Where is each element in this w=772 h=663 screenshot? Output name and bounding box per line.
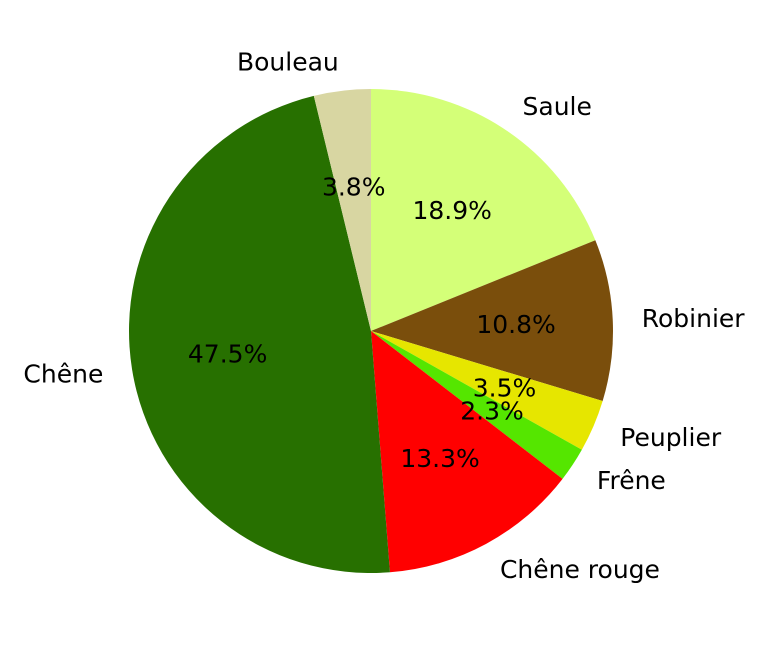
percent-labels: 18.9% 10.8% 3.5%2.3% 13.3% 47.5% 3.8% [188, 172, 556, 473]
pct-label-bouleau: 3.8% [322, 172, 386, 201]
pie-slice-bouleau [313, 89, 371, 331]
pie-slice-robinier [371, 240, 613, 401]
slice-label-chene-rouge: Chêne rouge [500, 555, 660, 584]
pie-slice-peuplier [371, 331, 603, 450]
pie-slice-chene-rouge [371, 331, 563, 573]
pct-label-peuplier: 3.5% [473, 373, 537, 402]
slice-labels: Saule Robinier Peuplier Frêne Chêne rouge Chê… [23, 47, 745, 584]
slice-label-bouleau: Bouleau [237, 47, 339, 76]
pie-slice-chene [129, 95, 390, 574]
pct-label-frene: 2.3% [460, 397, 524, 426]
slice-label-peuplier: Peuplier [620, 423, 722, 452]
pie-slice-saule [371, 89, 596, 331]
slice-label-frene: Frêne [597, 466, 666, 495]
pie-slices [129, 89, 613, 574]
pie-slice-frene [371, 331, 582, 479]
slice-label-robinier: Robinier [642, 304, 746, 333]
pct-label-chene: 47.5% [188, 339, 267, 368]
slice-label-saule: Saule [523, 92, 592, 121]
pct-label-saule: 18.9% [412, 196, 491, 225]
pct-label-chene-rouge: 13.3% [400, 444, 479, 473]
slice-label-chene: Chêne [23, 359, 103, 388]
pct-label-robinier: 10.8% [476, 310, 555, 339]
